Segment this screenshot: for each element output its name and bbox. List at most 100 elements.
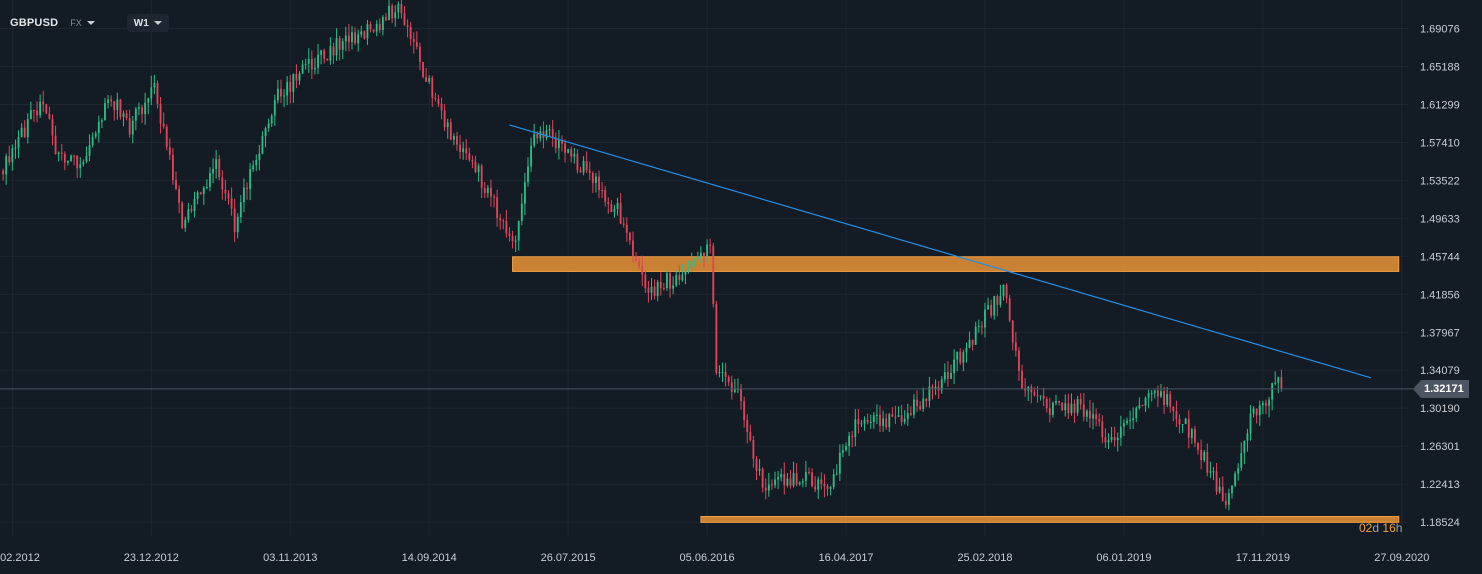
candle-body (110, 99, 113, 102)
symbol-label[interactable]: GBPUSD (10, 17, 59, 29)
candle (292, 73, 295, 103)
candle-body (354, 32, 357, 44)
candle-body (1274, 382, 1277, 384)
candle-body (1051, 402, 1054, 416)
candle (980, 321, 983, 335)
candle-body (310, 59, 313, 70)
candle (789, 470, 792, 489)
candle-body (703, 252, 705, 257)
candle (795, 463, 798, 487)
candle (851, 430, 854, 448)
time-tick-label: 03.11.2013 (263, 552, 317, 564)
candle (857, 408, 860, 434)
candle (243, 178, 245, 213)
candle-body (897, 415, 900, 417)
candle-body (527, 166, 529, 183)
candle (925, 398, 928, 408)
candle (968, 331, 971, 349)
candle (104, 97, 106, 121)
candle-body (777, 477, 780, 480)
candle (54, 125, 57, 155)
timeframe-selector[interactable]: W1 (126, 14, 169, 32)
candle (875, 404, 878, 425)
candle-body (916, 399, 918, 407)
candle (669, 271, 671, 298)
candle-body (1079, 399, 1082, 405)
candle-body (894, 416, 897, 418)
candle (29, 101, 32, 120)
candle-body (579, 170, 582, 173)
candle-body (761, 468, 764, 488)
candle (647, 280, 650, 303)
candle-body (273, 100, 276, 116)
candle (699, 246, 702, 263)
candle-body (1265, 402, 1267, 406)
candle (366, 20, 369, 45)
candle-body (533, 133, 536, 146)
candle-body (141, 107, 143, 114)
candle-body (104, 102, 106, 121)
candle (85, 146, 88, 164)
candle (468, 147, 471, 162)
time-axis[interactable]: 12.02.2012 23.12.2012 03.11.2013 14.09.2014… (0, 552, 1429, 564)
candle-body (690, 261, 693, 267)
candle (493, 194, 495, 208)
candle-body (1258, 405, 1261, 416)
symbol-dropdown-icon[interactable] (86, 21, 95, 25)
candle (1095, 408, 1098, 427)
candle-body (505, 221, 508, 234)
candle-body (239, 202, 242, 217)
price-axis[interactable]: 1.69076 1.65188 1.61299 1.57410 1.53522 1.496… (1420, 24, 1460, 530)
candle-body (1203, 452, 1206, 461)
candle-body (73, 155, 76, 157)
candle-body (394, 12, 397, 19)
candle (67, 160, 69, 166)
candle-body (76, 155, 79, 169)
candle (205, 179, 208, 190)
candle-body (431, 77, 434, 98)
trendline[interactable] (509, 124, 1372, 379)
candle (1067, 393, 1070, 420)
candle (304, 58, 307, 70)
candle-body (218, 159, 221, 178)
candle (974, 321, 977, 346)
candle-body (1184, 418, 1187, 425)
candle (119, 98, 122, 120)
candle-body (1132, 418, 1135, 420)
candle-body (993, 296, 996, 316)
candle (814, 476, 817, 493)
candle (338, 35, 341, 61)
candle (45, 103, 48, 115)
candle-body (1200, 449, 1203, 461)
candle-body (548, 129, 551, 131)
support-zone[interactable] (700, 515, 1400, 523)
candle-body (561, 139, 563, 144)
candle-body (1073, 403, 1076, 413)
candle (1030, 384, 1033, 404)
candle (8, 145, 11, 166)
candle (283, 89, 285, 108)
resistance-zone[interactable] (512, 256, 1400, 272)
candle-body (2, 170, 5, 175)
candle-body (144, 102, 147, 114)
candle (212, 158, 214, 184)
candle-body (743, 401, 746, 420)
candle (26, 113, 29, 144)
candle (900, 404, 903, 426)
candle-body (446, 122, 449, 128)
candle-body (20, 127, 23, 138)
candle-body (733, 389, 736, 392)
candle (567, 148, 570, 154)
price-tick-label: 1.37967 (1420, 327, 1460, 339)
candle (601, 181, 604, 199)
candle-body (950, 373, 952, 379)
candle-body (724, 371, 727, 377)
candle-body (706, 244, 709, 257)
candle-body (1126, 420, 1128, 424)
candle (128, 109, 131, 138)
candle (394, 5, 397, 27)
candle-body (1119, 426, 1122, 438)
candle-body (801, 481, 804, 483)
candle-body (1160, 391, 1162, 397)
